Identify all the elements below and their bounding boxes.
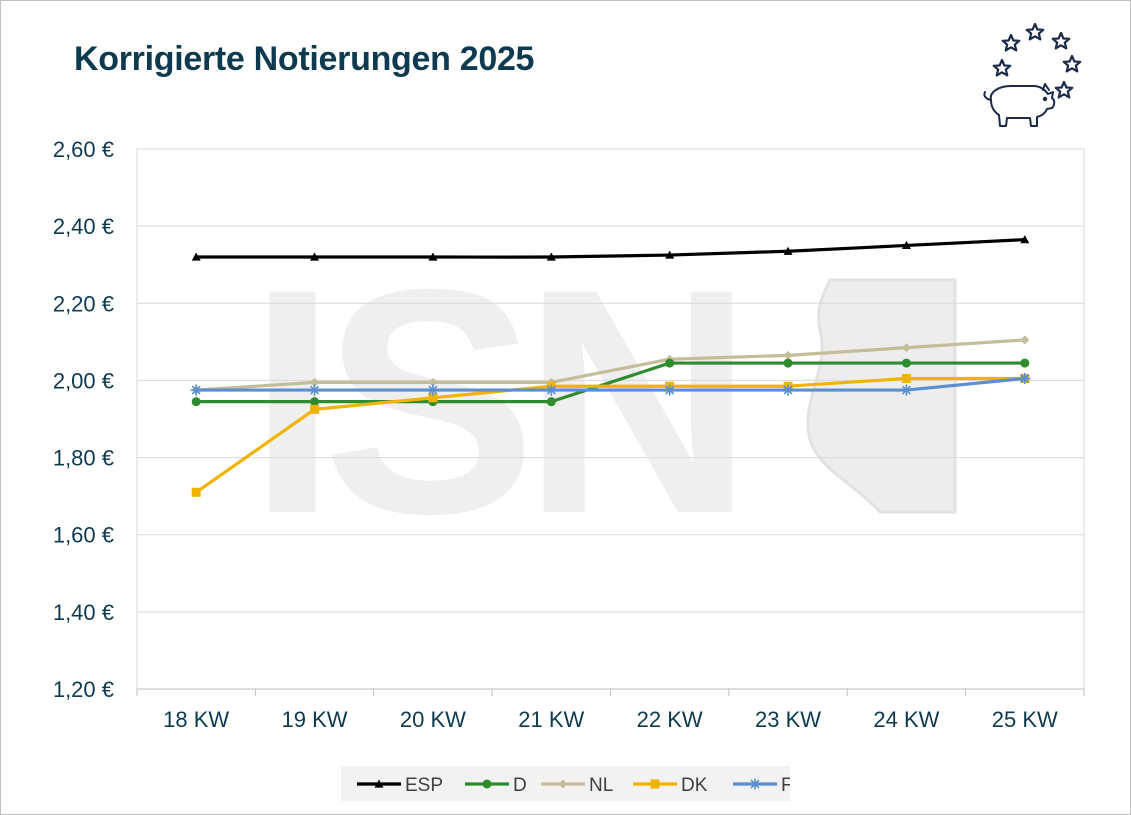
x-tick-label: 19 KW [282, 707, 348, 732]
legend-marker-nl [558, 779, 568, 789]
data-point-d [546, 397, 556, 407]
y-tick-label: 1,20 € [53, 677, 114, 702]
data-point-nl [310, 377, 320, 387]
data-point-esp [901, 240, 911, 250]
data-point-esp [1020, 235, 1030, 244]
y-tick-label: 2,20 € [53, 291, 114, 316]
data-point-f [900, 384, 913, 396]
y-tick-label: 2,60 € [53, 137, 114, 162]
x-tick-label: 24 KW [873, 707, 939, 732]
data-point-nl [428, 377, 438, 387]
series-line-nl [194, 338, 1027, 392]
data-point-nl [1020, 335, 1030, 345]
data-point-dk [901, 374, 911, 383]
page-title: Korrigierte Notierungen 2025 [74, 40, 535, 78]
watermark: ISN [248, 222, 957, 580]
data-point-f [308, 384, 321, 396]
y-tick-label: 2,40 € [53, 214, 114, 239]
legend-item-dk: DK [633, 775, 708, 796]
data-point-f [1019, 372, 1031, 385]
data-point-d [901, 358, 911, 368]
data-point-nl [783, 350, 793, 360]
data-point-dk [428, 393, 438, 403]
data-point-esp [783, 246, 793, 255]
x-tick-label: 20 KW [400, 707, 466, 732]
series-line-f [194, 376, 1027, 392]
legend-label-esp: ESP [405, 775, 443, 796]
series-lines [190, 235, 1031, 497]
legend-item-f: F [733, 775, 793, 796]
legend-marker-dk [650, 779, 660, 789]
x-axis: 18 KW 19 KW 20 KW 21 KW 22 KW 23 KW 24 KW 25 KW [136, 688, 1085, 732]
legend-item-d: D [465, 775, 527, 796]
series-f [190, 372, 1031, 396]
data-point-d [310, 397, 320, 407]
gridlines [136, 148, 1085, 690]
data-point-esp [191, 252, 201, 261]
x-tick-label: 23 KW [755, 707, 821, 732]
y-tick-label: 2,00 € [53, 368, 114, 393]
y-axis-tick-labels: 1,20 € 1,40 € 1,60 € 1,80 € 2,00 € 2,20 € 2,40… [53, 137, 114, 702]
series-line-dk [194, 376, 1027, 494]
data-point-d [783, 358, 793, 368]
data-point-d [191, 397, 201, 407]
data-point-f [545, 384, 558, 396]
legend-box: ESP D NL DK F [341, 766, 793, 801]
data-point-nl [901, 343, 911, 353]
legend-item-esp: ESP [357, 775, 443, 796]
x-tick-label: 25 KW [992, 707, 1058, 732]
x-tick-label: 18 KW [163, 707, 229, 732]
series-line-d [194, 361, 1027, 404]
legend-label-nl: NL [589, 775, 613, 796]
data-point-d [665, 358, 675, 368]
series-line-esp [194, 238, 1027, 259]
isn-pig-logo-icon [983, 22, 1082, 127]
y-tick-label: 1,80 € [53, 446, 114, 471]
data-point-esp [665, 250, 675, 259]
legend-marker-d [482, 779, 492, 789]
data-point-esp [546, 252, 556, 261]
legend-item-nl: NL [541, 775, 613, 796]
series-esp [191, 235, 1030, 261]
legend-label-d: D [513, 775, 527, 796]
x-tick-label: 21 KW [518, 707, 584, 732]
data-point-f [427, 384, 439, 396]
data-point-f [663, 384, 676, 396]
data-point-dk [310, 404, 320, 414]
legend-marker-esp [374, 779, 384, 788]
data-point-esp [428, 252, 438, 261]
x-tick-label: 22 KW [637, 707, 703, 732]
data-point-d [1020, 358, 1030, 368]
data-point-dk [191, 487, 201, 497]
y-tick-label: 1,60 € [53, 523, 114, 548]
legend-label-f: F [781, 775, 790, 796]
y-tick-label: 1,40 € [53, 600, 114, 625]
legend-label-dk: DK [681, 775, 708, 796]
legend: ESP D NL DK F [357, 775, 793, 796]
data-point-f [190, 384, 202, 396]
watermark-map-shape [806, 278, 957, 514]
data-point-f [782, 384, 794, 396]
data-point-esp [310, 252, 320, 261]
legend-marker-f [749, 778, 761, 790]
